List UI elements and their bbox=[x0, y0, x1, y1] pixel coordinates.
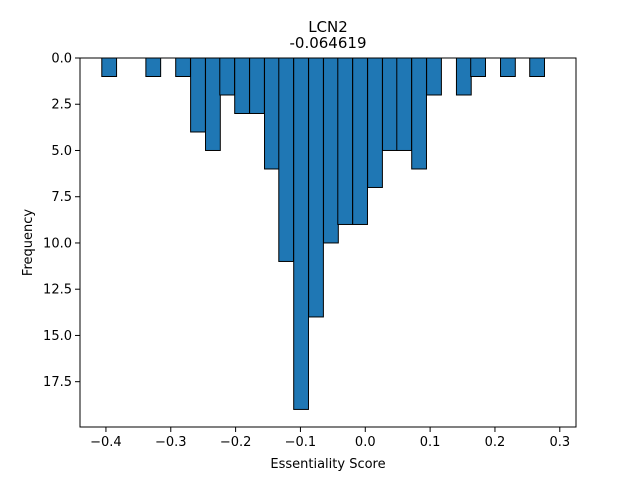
histogram-bar-22 bbox=[500, 57, 516, 77]
y-tick-label: 10.0 bbox=[43, 236, 72, 251]
histogram-bar-3 bbox=[190, 57, 206, 133]
x-tick-label: 0.1 bbox=[420, 435, 441, 450]
histogram-bar-15 bbox=[367, 57, 383, 188]
histogram-bar-23 bbox=[529, 57, 545, 77]
histogram-bar-17 bbox=[396, 57, 413, 151]
histogram-bar-5 bbox=[219, 57, 236, 96]
histogram-bar-6 bbox=[234, 57, 250, 114]
x-axis-label: Essentiality Score bbox=[270, 457, 385, 472]
histogram-bar-4 bbox=[205, 57, 221, 151]
histogram-bar-10 bbox=[293, 57, 309, 410]
y-tick-label: 17.5 bbox=[43, 375, 72, 390]
histogram-bar-2 bbox=[175, 57, 191, 77]
y-axis-label: Frequency bbox=[21, 209, 36, 276]
histogram-bar-19 bbox=[426, 57, 442, 96]
x-tick-label: 0.2 bbox=[485, 435, 506, 450]
histogram-bar-20 bbox=[455, 57, 472, 96]
x-tick-label: −0.4 bbox=[90, 435, 122, 450]
x-axis-ticks: −0.4 −0.3 −0.2 −0.1 0.0 0.1 0.2 0.3 bbox=[90, 427, 570, 450]
histogram-bar-12 bbox=[323, 57, 339, 244]
histogram-bar-1 bbox=[145, 57, 162, 77]
x-tick-label: −0.1 bbox=[285, 435, 317, 450]
histogram-bar-13 bbox=[337, 57, 354, 225]
x-tick-label: 0.0 bbox=[355, 435, 376, 450]
histogram-bar-8 bbox=[264, 57, 280, 170]
y-tick-label: 5.0 bbox=[51, 144, 72, 159]
y-tick-label: 12.5 bbox=[43, 283, 72, 298]
histogram-bar-21 bbox=[470, 57, 486, 77]
y-tick-label: 15.0 bbox=[43, 329, 72, 344]
histogram-bar-11 bbox=[308, 57, 324, 318]
y-axis-ticks: 0.0 2.5 5.0 7.5 10.0 12.5 15.0 17.5 bbox=[43, 52, 80, 390]
histogram-bar-14 bbox=[352, 57, 368, 225]
histogram-bar-16 bbox=[382, 57, 398, 151]
bars-group bbox=[101, 57, 545, 410]
y-tick-label: 2.5 bbox=[51, 98, 72, 113]
y-tick-label: 7.5 bbox=[51, 190, 72, 205]
chart-subtitle: -0.064619 bbox=[290, 34, 367, 52]
histogram-bar-18 bbox=[411, 57, 427, 170]
chart-title: LCN2 bbox=[308, 18, 348, 36]
x-tick-label: 0.3 bbox=[549, 435, 570, 450]
x-tick-label: −0.2 bbox=[220, 435, 252, 450]
histogram-bar-9 bbox=[278, 57, 295, 262]
x-tick-label: −0.3 bbox=[155, 435, 187, 450]
y-tick-label: 0.0 bbox=[51, 52, 72, 67]
histogram-bar-0 bbox=[101, 57, 118, 77]
histogram-bar-7 bbox=[249, 57, 265, 114]
